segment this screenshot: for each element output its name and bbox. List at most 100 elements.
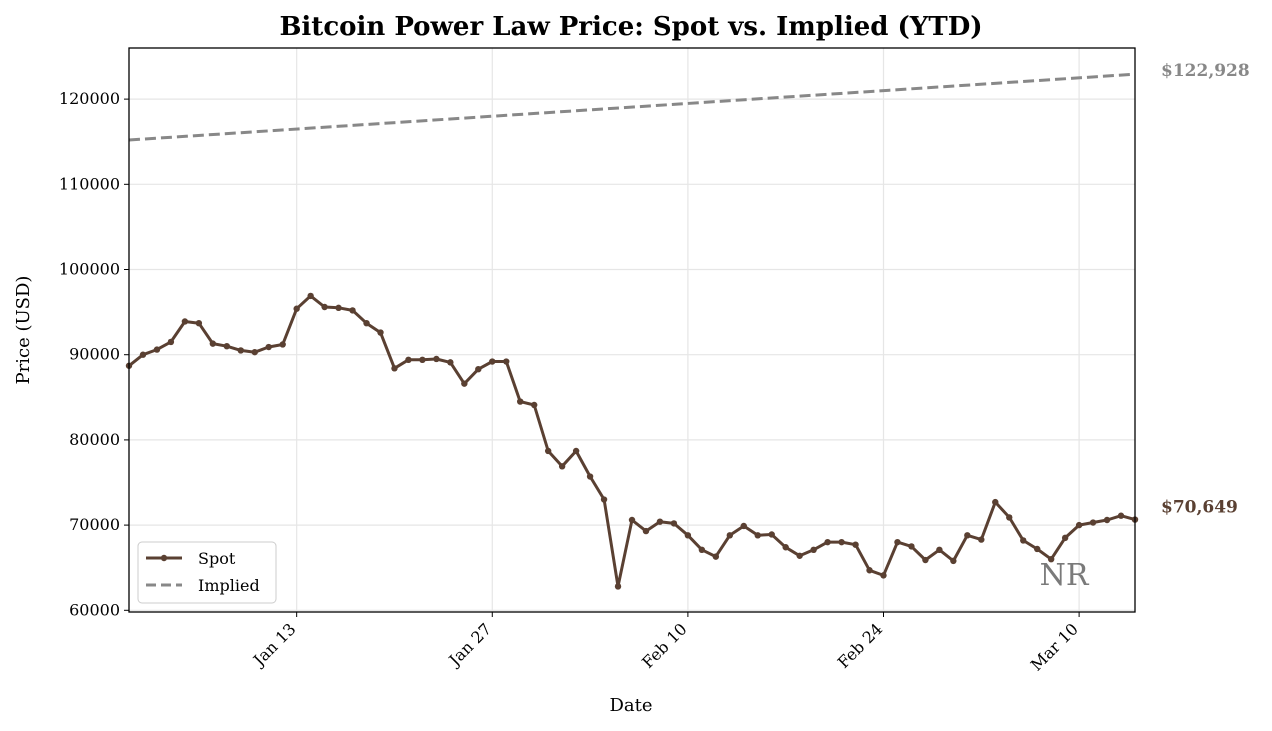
y-tick-label: 110000: [59, 174, 120, 193]
spot-point: [1089, 519, 1097, 526]
spot-point: [614, 583, 622, 590]
spot-point: [265, 343, 272, 351]
spot-point: [433, 355, 440, 363]
spot-point: [656, 518, 664, 525]
spot-point: [824, 538, 831, 546]
spot-point: [405, 356, 412, 364]
spot-point: [503, 358, 510, 365]
watermark-nr: NR: [1040, 558, 1090, 593]
spot-point: [279, 341, 286, 348]
x-axis-label: Date: [609, 695, 652, 716]
implied-series: [128, 72, 1136, 142]
spot-point: [1061, 534, 1069, 542]
spot-point: [1033, 545, 1041, 553]
x-tick-label: Jan 27: [444, 619, 495, 670]
y-tick-label: 120000: [59, 89, 120, 108]
spot-point: [377, 329, 384, 336]
spot-point: [600, 496, 608, 503]
spot-point: [489, 358, 496, 365]
spot-point: [922, 556, 929, 564]
spot-point: [517, 398, 524, 405]
spot-point: [293, 305, 300, 312]
spot-point: [181, 318, 189, 325]
spot-point: [1103, 516, 1111, 524]
spot-point: [251, 348, 258, 356]
spot-point: [209, 340, 217, 347]
spot-point: [950, 557, 957, 565]
spot-point: [349, 307, 356, 314]
spot-point: [964, 532, 971, 539]
spot-point: [167, 338, 175, 346]
spot-point: [195, 319, 203, 327]
y-tick-label: 60000: [69, 600, 120, 619]
spot-point: [810, 546, 817, 554]
y-tick-label: 100000: [59, 260, 120, 279]
spot-point: [684, 532, 692, 539]
spot-point: [754, 532, 761, 539]
spot-point: [712, 553, 720, 560]
y-tick-label: 70000: [69, 515, 120, 534]
spot-point: [1047, 555, 1055, 563]
spot-point: [698, 546, 706, 554]
legend: Spot Implied: [137, 541, 277, 604]
y-tick-label: 80000: [69, 430, 120, 449]
spot-point: [321, 303, 328, 311]
x-tick-label: Mar 10: [1027, 619, 1082, 674]
grid: [129, 48, 1135, 612]
spot-point: [447, 359, 454, 366]
spot-point: [670, 520, 678, 527]
spot-point: [768, 531, 775, 538]
spot-point: [223, 342, 231, 350]
spot-point: [558, 463, 566, 470]
x-tick-label: Feb 10: [638, 619, 691, 672]
x-tick-label: Jan 13: [248, 619, 299, 670]
spot-point: [852, 541, 859, 548]
spot-point: [1006, 514, 1013, 521]
spot-end-label: $70,649: [1161, 498, 1238, 518]
spot-point: [740, 522, 747, 530]
spot-point: [1020, 537, 1027, 544]
end-labels: $122,928 $70,649: [1161, 61, 1250, 517]
spot-point: [726, 532, 734, 539]
spot-point: [335, 304, 342, 312]
legend-spot-label: Spot: [198, 549, 236, 568]
spot-point: [796, 552, 803, 559]
spot-point: [978, 536, 985, 543]
plot-frame: [128, 47, 1136, 613]
y-tick-label: 90000: [69, 345, 120, 364]
spot-point: [139, 351, 147, 358]
chart-title: Bitcoin Power Law Price: Spot vs. Implie…: [279, 12, 982, 42]
spot-point: [880, 572, 887, 579]
spot-point: [419, 356, 426, 364]
spot-point: [572, 447, 580, 455]
spot-point: [530, 401, 538, 409]
spot-point: [307, 292, 314, 300]
implied-line: [128, 72, 1136, 142]
spot-point: [908, 543, 915, 550]
spot-point: [628, 516, 636, 524]
spot-point: [866, 567, 873, 574]
spot-point: [1117, 512, 1125, 519]
spot-line: [127, 294, 1137, 588]
spot-point: [782, 544, 789, 551]
legend-implied-label: Implied: [198, 576, 260, 595]
spot-point: [391, 365, 398, 372]
x-tick-label: Feb 24: [834, 619, 887, 672]
x-axis-ticks: Jan 13 Jan 27 Feb 10 Feb 24 Mar 10: [248, 612, 1082, 675]
spot-point: [544, 447, 552, 455]
spot-point: [237, 347, 244, 354]
implied-end-label: $122,928: [1161, 61, 1250, 81]
y-axis-label: Price (USD): [13, 276, 34, 385]
spot-series: [125, 292, 1139, 590]
spot-point: [586, 473, 594, 480]
spot-point: [1075, 521, 1083, 529]
spot-point: [992, 498, 999, 506]
legend-spot-marker: [160, 554, 168, 562]
spot-point: [153, 346, 161, 353]
spot-point: [475, 365, 482, 373]
spot-point: [936, 546, 943, 554]
spot-point: [838, 538, 845, 546]
spot-point: [461, 380, 468, 387]
spot-point: [894, 538, 901, 546]
